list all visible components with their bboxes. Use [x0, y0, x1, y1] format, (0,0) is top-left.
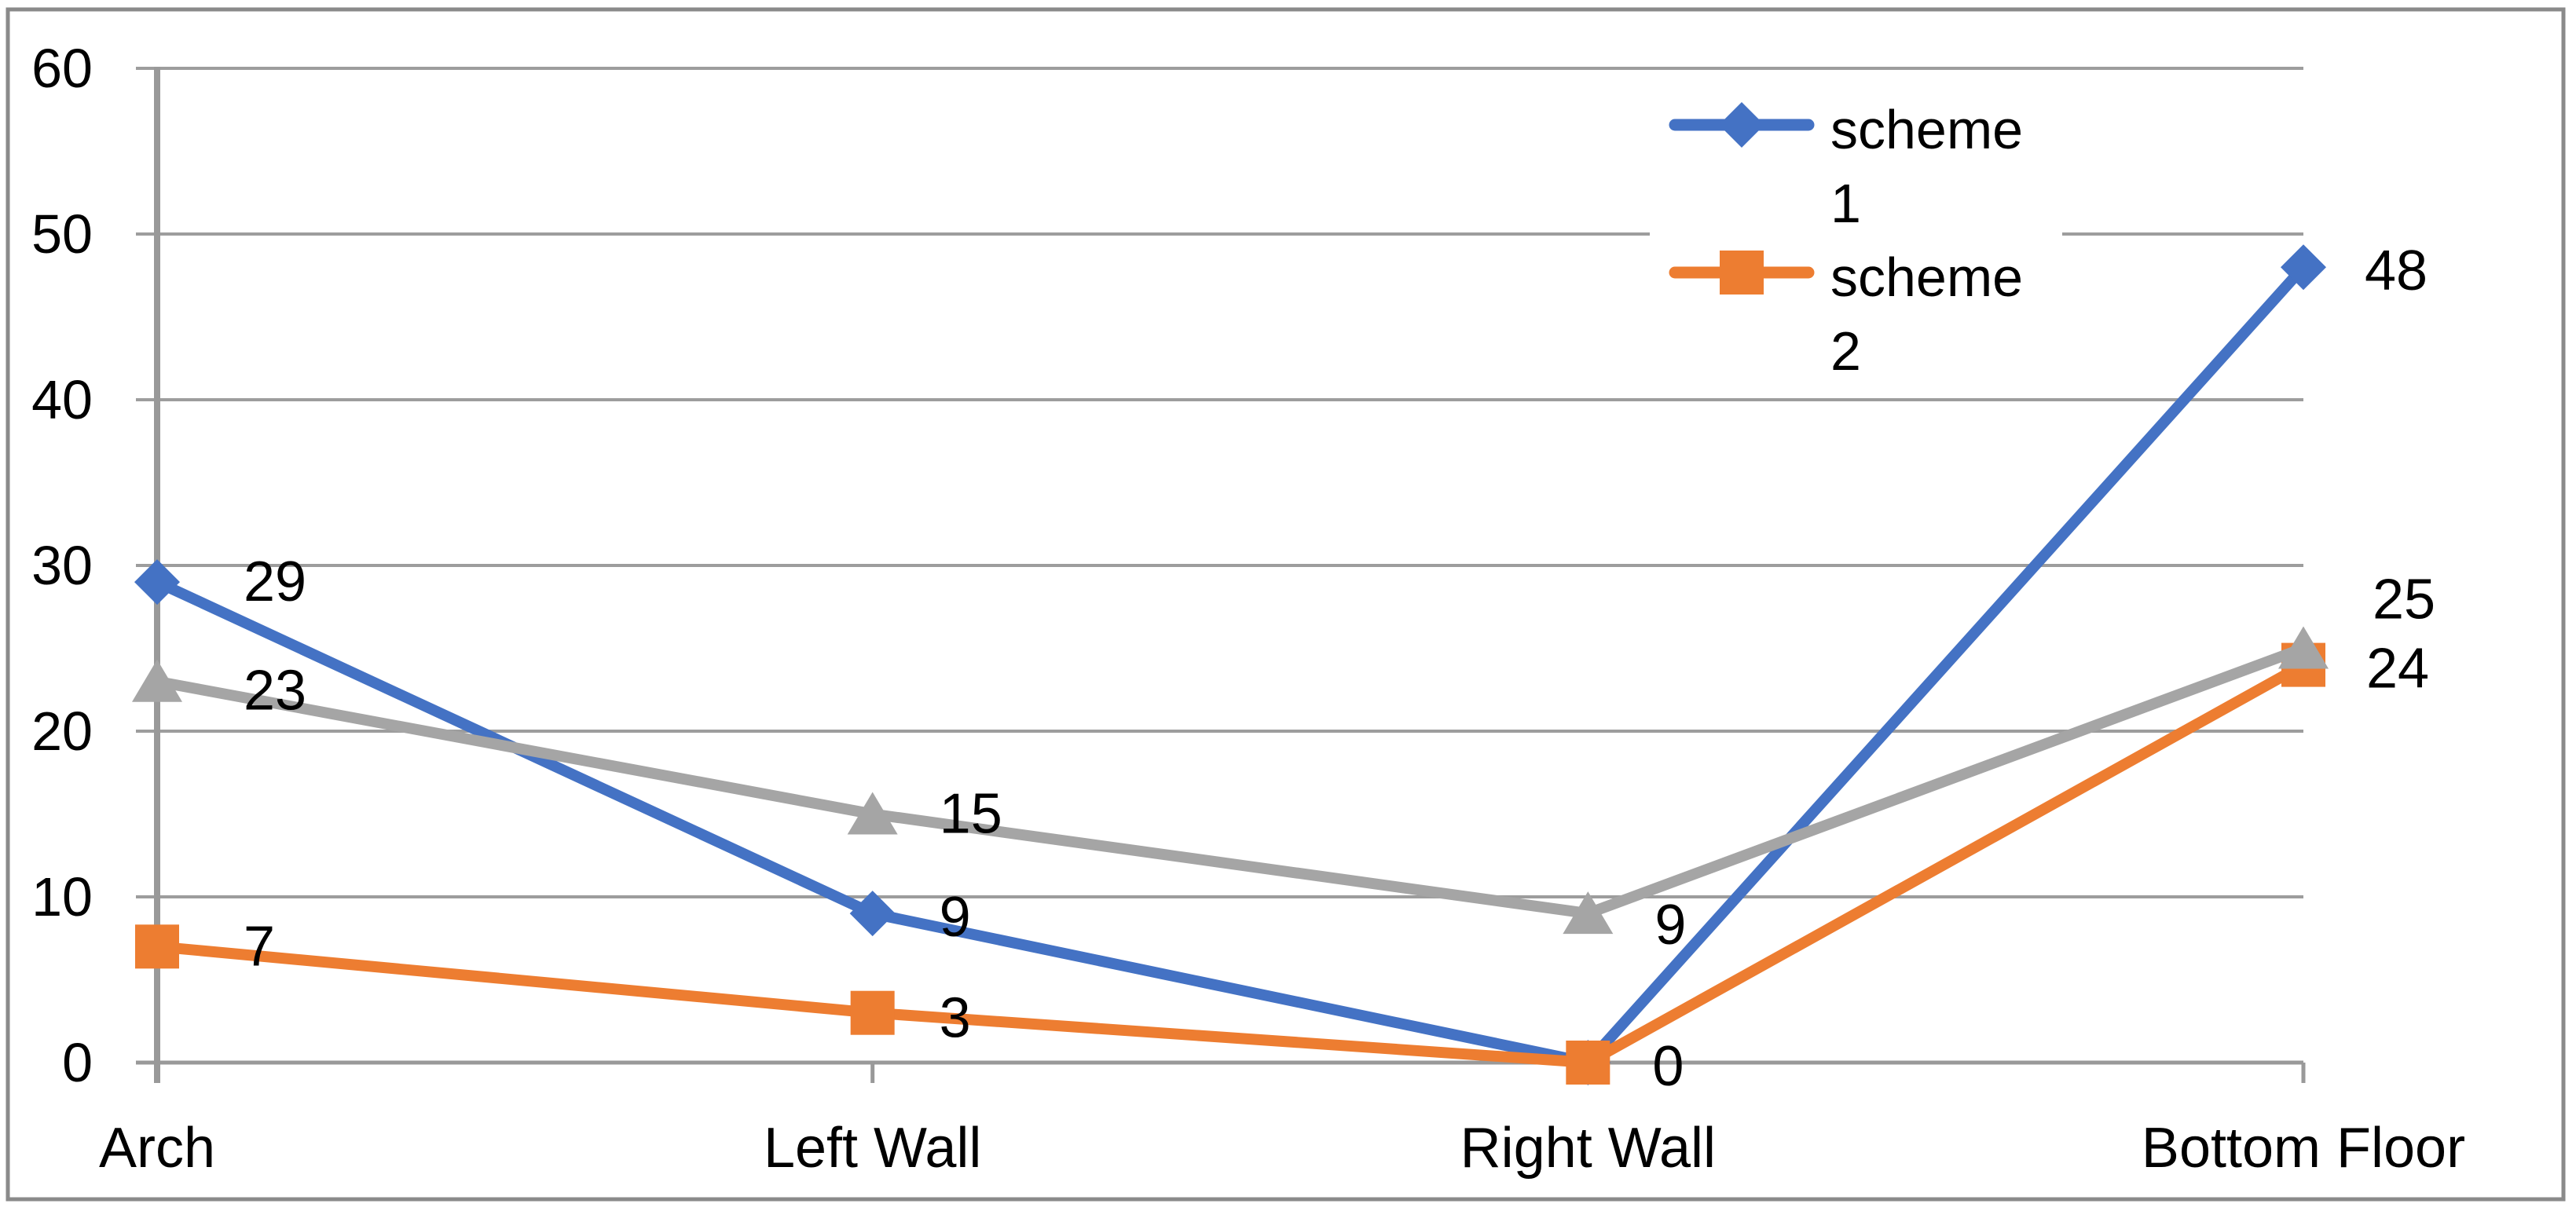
legend-swatch-marker	[1719, 102, 1764, 148]
data-label: 48	[2365, 240, 2428, 302]
legend-entry-label-line2: 2	[1830, 320, 1861, 382]
series-line-series-3	[152, 642, 2309, 920]
data-point-marker-triangle	[1563, 891, 1614, 935]
y-axis-tick-label: 30	[31, 535, 93, 596]
y-axis-tick-label: 60	[31, 38, 93, 99]
data-point-marker-triangle	[2278, 626, 2329, 669]
y-axis-tick-label: 10	[31, 866, 93, 927]
chart-border	[5, 7, 2566, 1202]
legend-entry-label: scheme	[1830, 99, 2023, 160]
data-label: 9	[940, 886, 971, 949]
data-point-marker-square	[850, 990, 895, 1035]
data-label: 9	[1654, 894, 1686, 957]
data-point-marker-triangle	[132, 659, 182, 702]
data-point-marker-triangle	[847, 792, 898, 835]
x-axis-category-label: Bottom Floor	[2142, 1117, 2465, 1180]
data-label: 0	[1652, 1035, 1684, 1098]
data-label: 24	[2366, 638, 2429, 701]
x-axis-category-label: Left Wall	[764, 1117, 981, 1180]
x-axis-category-label: Arch	[99, 1117, 215, 1180]
data-label: 29	[244, 551, 306, 613]
data-point-marker-diamond	[2281, 244, 2326, 291]
data-point-marker-square	[1566, 1041, 1610, 1085]
data-label: 3	[940, 987, 971, 1050]
data-point-marker-diamond	[134, 559, 180, 606]
data-label: 25	[2373, 569, 2435, 631]
x-axis-category-label: Right Wall	[1460, 1117, 1716, 1180]
data-label: 15	[940, 783, 1002, 846]
y-axis-tick-label: 0	[62, 1032, 93, 1093]
data-label: 23	[244, 660, 306, 723]
legend-entry-label-line2: 1	[1830, 173, 1861, 234]
y-axis-tick-label: 50	[31, 203, 93, 265]
y-axis-tick-label: 40	[31, 369, 93, 430]
data-label: 7	[244, 915, 275, 978]
y-axis-tick-label: 20	[31, 701, 93, 762]
legend-entry-label: scheme	[1830, 247, 2023, 308]
legend-swatch-marker	[1720, 251, 1764, 295]
legend-box	[1650, 85, 2062, 369]
series-line-scheme 2	[152, 659, 2309, 1068]
data-point-marker-diamond	[849, 891, 896, 937]
data-point-marker-square	[135, 924, 179, 969]
